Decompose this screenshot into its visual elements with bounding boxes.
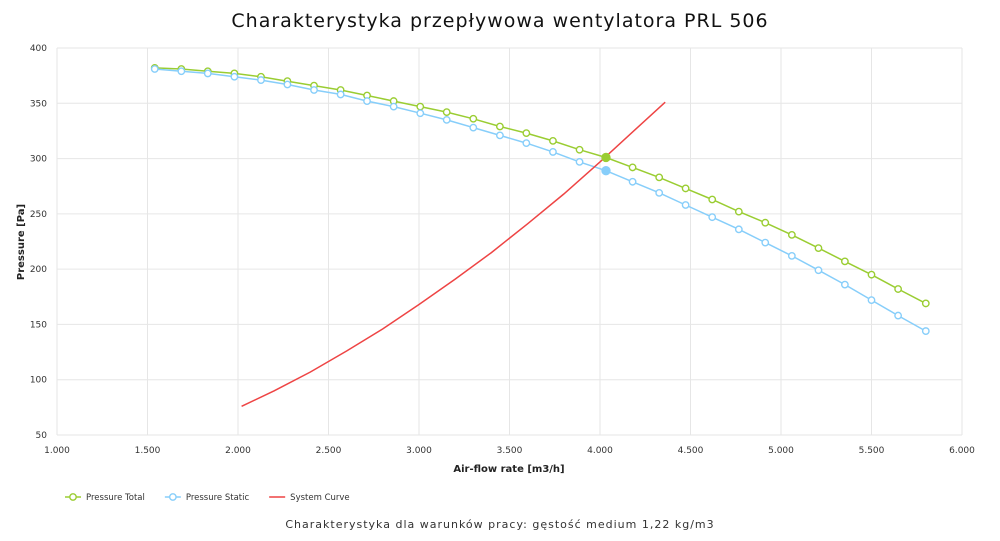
pressure-static-point (867, 296, 876, 305)
legend-marker (168, 493, 177, 501)
pressure-total-point (894, 285, 903, 293)
x-tick-label: 2.500 (316, 446, 342, 456)
y-axis-title: Pressure [Pa] (16, 204, 27, 280)
pressure-total-point (921, 299, 930, 308)
y-tick-label: 150 (30, 320, 47, 330)
pressure-static-point (522, 139, 531, 147)
pressure-total-point (840, 257, 849, 266)
pressure-static-point (761, 238, 770, 247)
legend: Pressure Total Pressure Static System Curv… (65, 493, 350, 503)
pressure-total-point (708, 195, 717, 204)
pressure-static-point (389, 102, 398, 111)
pressure-static-point (708, 213, 717, 222)
pressure-total-point (814, 244, 823, 253)
pressure-static-line (154, 68, 927, 332)
pressure-static-point (734, 225, 743, 234)
legend-label: System Curve (290, 493, 349, 503)
pressure-total-point (416, 102, 425, 111)
y-tick-label: 400 (30, 44, 47, 54)
pressure-static-point (416, 109, 425, 118)
pressure-total-point (867, 270, 876, 279)
pressure-static-point (655, 188, 664, 197)
legend-marker (69, 493, 77, 501)
pressure-static-point (257, 76, 265, 84)
y-tick-label: 300 (30, 155, 47, 165)
axes: 1.000 1.500 2.000 2.500 3.000 3.500 4.000 4.500… (30, 44, 975, 456)
x-tick-label: 5.500 (859, 446, 885, 456)
pressure-total-point (787, 230, 796, 239)
pressure-total-point (575, 145, 584, 154)
legend-item-pressure-static[interactable]: Pressure Static (164, 493, 250, 503)
pressure-static-point (203, 69, 212, 78)
pressure-static-point (496, 131, 504, 140)
y-tick-label: 50 (36, 431, 48, 441)
pressure-static-point (336, 90, 345, 99)
pressure-total-point (761, 218, 770, 227)
pressure-total-point (522, 129, 531, 138)
x-tick-label: 1.500 (135, 446, 161, 456)
x-tick-label: 1.000 (44, 446, 70, 456)
pressure-total-point (681, 184, 690, 193)
pressure-static-point (549, 148, 557, 156)
system-curve-line (241, 101, 666, 407)
series-pressure-static (150, 65, 930, 335)
pressure-static-point (469, 123, 478, 132)
x-tick-label: 2.000 (225, 446, 251, 456)
y-tick-label: 350 (30, 99, 47, 109)
pressure-total-line (154, 67, 927, 305)
pressure-static-point (283, 80, 292, 89)
pressure-static-point (840, 280, 849, 289)
operating-point (601, 152, 611, 163)
x-tick-label: 3.500 (497, 446, 523, 456)
pressure-total-point (442, 108, 451, 117)
pressure-static-point (177, 67, 186, 76)
pressure-static-point (628, 177, 637, 186)
pressure-static-point (921, 327, 930, 335)
x-axis-title: Air-flow rate [m3/h] (453, 464, 564, 475)
pressure-static-point (150, 65, 159, 73)
pressure-total-point (549, 136, 557, 145)
pressure-static-point (363, 97, 371, 105)
x-tick-label: 4.500 (678, 446, 704, 456)
legend-label: Pressure Total (86, 493, 145, 503)
legend-item-pressure-total[interactable]: Pressure Total (65, 493, 145, 503)
pressure-static-point (575, 157, 584, 166)
pressure-static-point (814, 266, 823, 275)
pressure-static-point (442, 115, 451, 124)
series-system-curve (241, 101, 666, 407)
x-tick-label: 5.000 (768, 446, 794, 456)
pressure-static-point (787, 251, 796, 260)
pressure-total-point (655, 173, 664, 182)
legend-label: Pressure Static (186, 493, 250, 503)
y-tick-label: 200 (30, 265, 47, 275)
pressure-static-point (894, 311, 903, 320)
pressure-total-point (469, 114, 478, 123)
x-tick-label: 4.000 (587, 446, 613, 456)
x-tick-label: 6.000 (949, 446, 975, 456)
pressure-static-point (230, 72, 239, 81)
chart-subtitle: Charakterystyka dla warunków pracy: gęst… (285, 518, 715, 531)
series-layer (150, 64, 930, 407)
pressure-static-point (681, 201, 690, 209)
operating-point (601, 166, 611, 176)
legend-item-system-curve[interactable]: System Curve (269, 493, 350, 503)
pressure-static-point (310, 86, 318, 94)
grid-lines (56, 47, 963, 436)
y-tick-label: 100 (30, 376, 47, 386)
pressure-total-point (628, 163, 637, 172)
series-pressure-total (150, 64, 930, 308)
y-tick-label: 250 (30, 210, 47, 220)
chart-title: Charakterystyka przepływowa wentylatora … (231, 10, 769, 32)
pressure-total-point (496, 122, 504, 131)
x-tick-label: 3.000 (406, 446, 432, 456)
pressure-total-point (734, 207, 743, 216)
